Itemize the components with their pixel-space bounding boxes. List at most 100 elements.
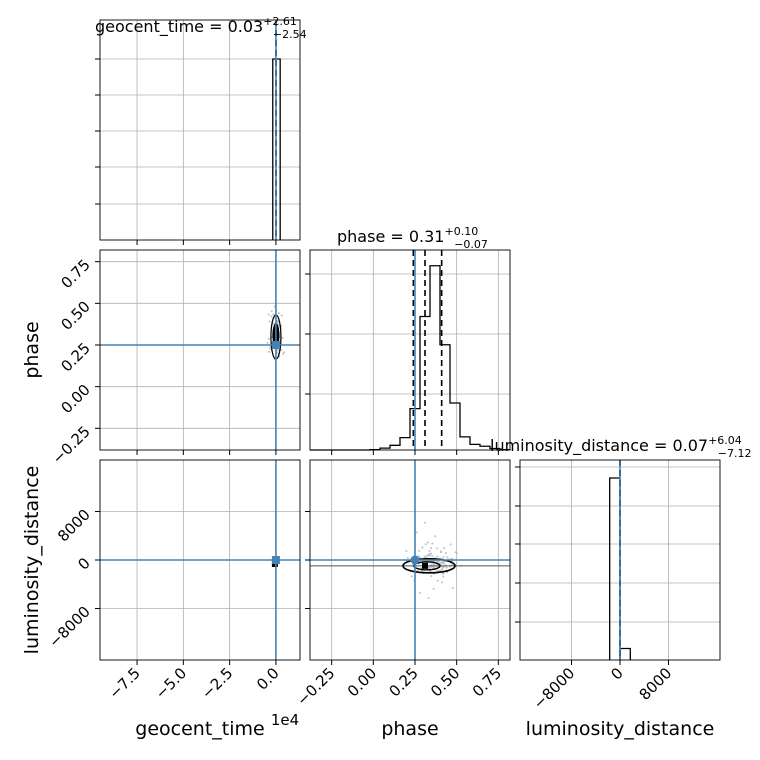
- scatter-point: [405, 549, 408, 552]
- x-tick-label-geocent-time: −5.0: [152, 664, 190, 702]
- hist-bar-luminosity-distance: [619, 647, 631, 660]
- y-tick-label-phase: 0.25: [57, 339, 93, 375]
- scatter-point: [436, 579, 439, 582]
- scatter-point: [432, 587, 435, 590]
- truth-marker: [271, 556, 280, 564]
- y-tick-label-luminosity-distance: 8000: [54, 506, 94, 546]
- scatter-point: [442, 562, 445, 565]
- xlabel-luminosity-distance: luminosity_distance: [526, 718, 715, 740]
- scatter-point: [431, 542, 434, 545]
- scatter-point: [439, 551, 442, 554]
- scatter-point: [440, 561, 443, 564]
- scatter-point: [434, 535, 437, 538]
- scatter-point: [268, 347, 271, 350]
- scatter-point: [431, 554, 434, 557]
- scatter-point: [446, 556, 449, 559]
- hist-step-phase: [310, 265, 511, 451]
- truth-marker: [410, 555, 420, 565]
- scatter-point: [439, 569, 442, 572]
- scatter-point: [449, 543, 452, 546]
- scatter-point: [442, 565, 445, 568]
- scatter-point: [430, 547, 433, 550]
- scatter-point: [277, 324, 280, 327]
- xlabel-geocent-time: geocent_time: [135, 718, 264, 740]
- scatter-point: [442, 556, 445, 559]
- scatter-point: [280, 349, 283, 352]
- title-geocent-time: geocent_time = 0.03+2.61 −2.54: [95, 15, 307, 41]
- x-tick-label-phase: 0.50: [427, 664, 463, 700]
- axes-frame-2-2: [309, 249, 511, 451]
- scatter-point: [277, 312, 280, 315]
- scatter-point: [419, 591, 422, 594]
- scatter-point: [428, 565, 431, 568]
- scatter-point: [423, 521, 426, 524]
- title-luminosity-distance: luminosity_distance = 0.07+6.04 −7.12: [490, 434, 752, 460]
- scatter-point: [441, 572, 444, 575]
- scatter-point: [445, 566, 448, 569]
- scatter-point: [427, 541, 430, 544]
- x-tick-label-geocent-time: −7.5: [105, 664, 143, 702]
- scatter-point: [267, 313, 270, 316]
- scatter-point: [442, 560, 445, 563]
- x-tick-label-phase: 0.75: [469, 664, 505, 700]
- scatter-point: [455, 552, 458, 555]
- x-tick-label-geocent-time: −2.5: [198, 664, 236, 702]
- scatter-point: [424, 543, 427, 546]
- scatter-point: [451, 587, 454, 590]
- scatter-point: [427, 597, 430, 600]
- x-tick-label-luminosity-distance: 8000: [636, 664, 676, 704]
- scatter-point: [421, 546, 424, 549]
- y-tick-label-phase: 0.75: [57, 256, 93, 292]
- scatter-point: [417, 555, 420, 558]
- truth-marker: [271, 341, 280, 349]
- x-tick-label-phase: 0.00: [344, 664, 380, 700]
- x-offset-text: 1e4: [271, 711, 299, 729]
- scatter-point: [428, 549, 431, 552]
- title-phase: phase = 0.31+0.10 −0.07: [337, 225, 488, 251]
- x-tick-label-luminosity-distance: 0: [607, 664, 626, 683]
- xlabel-phase: phase: [381, 718, 438, 740]
- x-tick-label-geocent-time: 0.0: [253, 664, 283, 694]
- scatter-point: [281, 337, 284, 340]
- scatter-point: [430, 575, 433, 578]
- scatter-point: [436, 555, 439, 558]
- scatter-point: [442, 575, 445, 578]
- y-tick-label-luminosity-distance: 0: [74, 554, 93, 573]
- scatter-point: [268, 350, 271, 353]
- scatter-point: [410, 575, 413, 578]
- hist-bar-luminosity-distance: [609, 477, 621, 660]
- scatter-point: [427, 554, 430, 557]
- scatter-point: [441, 567, 444, 570]
- scatter-point: [406, 556, 409, 559]
- density-contour-inner: [413, 561, 441, 571]
- ylabel-luminosity-distance: luminosity_distance: [21, 466, 43, 655]
- scatter-point: [266, 341, 269, 344]
- scatter-point: [433, 566, 436, 569]
- y-tick-label-phase: 0.50: [57, 297, 93, 333]
- scatter-point: [425, 554, 428, 557]
- scatter-point: [441, 581, 444, 584]
- scatter-point: [430, 552, 433, 555]
- density-core: [422, 562, 428, 569]
- y-tick-label-phase: −0.25: [49, 422, 94, 467]
- scatter-point: [423, 555, 426, 558]
- axes-frame-2-1: [99, 249, 301, 451]
- scatter-point: [267, 337, 270, 340]
- y-tick-label-luminosity-distance: −8000: [45, 603, 94, 652]
- axes-frame-1-1: [99, 19, 301, 241]
- x-tick-label-phase: 0.25: [385, 664, 421, 700]
- y-tick-label-phase: 0.00: [57, 381, 93, 417]
- scatter-point: [282, 352, 285, 355]
- scatter-point: [268, 320, 271, 323]
- scatter-point: [272, 313, 275, 316]
- scatter-point: [443, 547, 446, 550]
- density-contour: [402, 558, 456, 574]
- scatter-point: [415, 531, 418, 534]
- ylabel-phase: phase: [21, 321, 43, 378]
- scatter-point: [270, 315, 273, 318]
- scatter-point: [436, 547, 439, 550]
- x-tick-label-luminosity-distance: −8000: [530, 664, 579, 713]
- scatter-point: [444, 551, 447, 554]
- scatter-point: [280, 314, 283, 317]
